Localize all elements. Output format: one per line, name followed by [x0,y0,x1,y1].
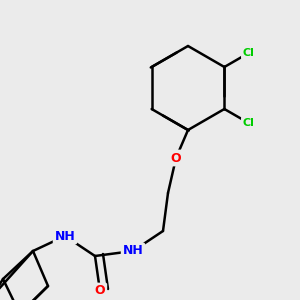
Text: Cl: Cl [243,118,255,128]
Text: NH: NH [123,244,143,257]
Text: O: O [95,284,105,298]
Text: Cl: Cl [243,48,255,58]
Text: O: O [171,152,181,164]
Text: NH: NH [55,230,75,242]
